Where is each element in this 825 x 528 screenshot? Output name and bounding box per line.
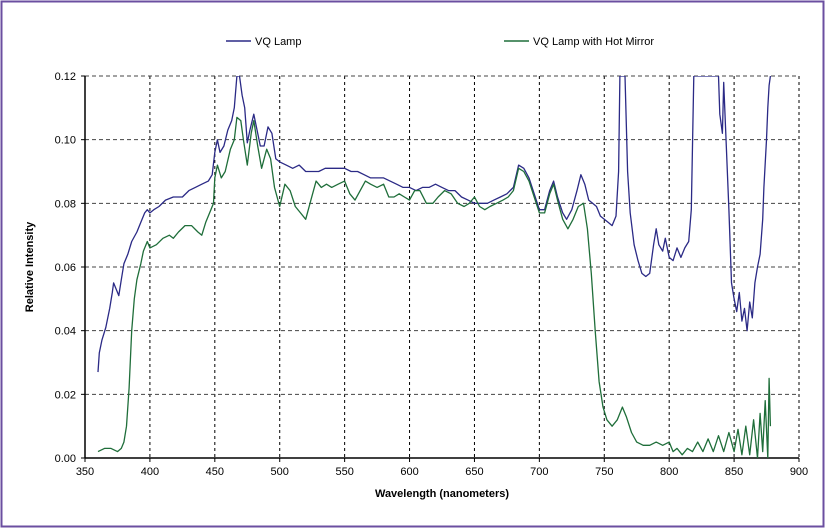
y-tick-label: 0.12 xyxy=(55,71,76,83)
x-tick-label: 700 xyxy=(530,466,548,478)
x-tick-label: 550 xyxy=(335,466,353,478)
series-line-vq-lamp-hot-mirror xyxy=(97,116,772,458)
x-tick-label: 900 xyxy=(790,466,808,478)
x-axis-title: Wavelength (nanometers) xyxy=(375,488,509,500)
series-line-vq-lamp xyxy=(97,76,772,373)
x-tick-label: 750 xyxy=(595,466,613,478)
x-tick-labels: 350 400 450 500 550 600 650 700 750 800 850 900 xyxy=(76,466,808,478)
gridlines xyxy=(85,75,800,458)
legend-label-vq-lamp-hot-mirror: VQ Lamp with Hot Mirror xyxy=(533,36,654,48)
series-lines xyxy=(97,76,772,458)
x-tick-label: 650 xyxy=(465,466,483,478)
x-tick-label: 450 xyxy=(206,466,224,478)
legend-label-vq-lamp: VQ Lamp xyxy=(255,36,301,48)
y-tick-label: 0.08 xyxy=(55,198,76,210)
y-tick-label: 0.02 xyxy=(55,389,76,401)
x-tick-label: 350 xyxy=(76,466,94,478)
y-tick-label: 0.06 xyxy=(55,262,76,274)
x-tick-label: 850 xyxy=(725,466,743,478)
y-tick-label: 0.00 xyxy=(55,453,76,465)
legend: VQ Lamp VQ Lamp with Hot Mirror xyxy=(226,36,654,48)
x-tick-label: 400 xyxy=(141,466,159,478)
y-tick-label: 0.10 xyxy=(55,135,76,147)
y-axis-title: Relative Intensity xyxy=(24,221,36,312)
y-tick-label: 0.04 xyxy=(55,326,76,338)
x-tick-label: 800 xyxy=(660,466,678,478)
x-tick-label: 600 xyxy=(400,466,418,478)
x-tick-label: 500 xyxy=(271,466,289,478)
y-tick-labels: 0.00 0.02 0.04 0.06 0.08 0.10 0.12 xyxy=(55,71,76,465)
axes xyxy=(81,75,800,462)
